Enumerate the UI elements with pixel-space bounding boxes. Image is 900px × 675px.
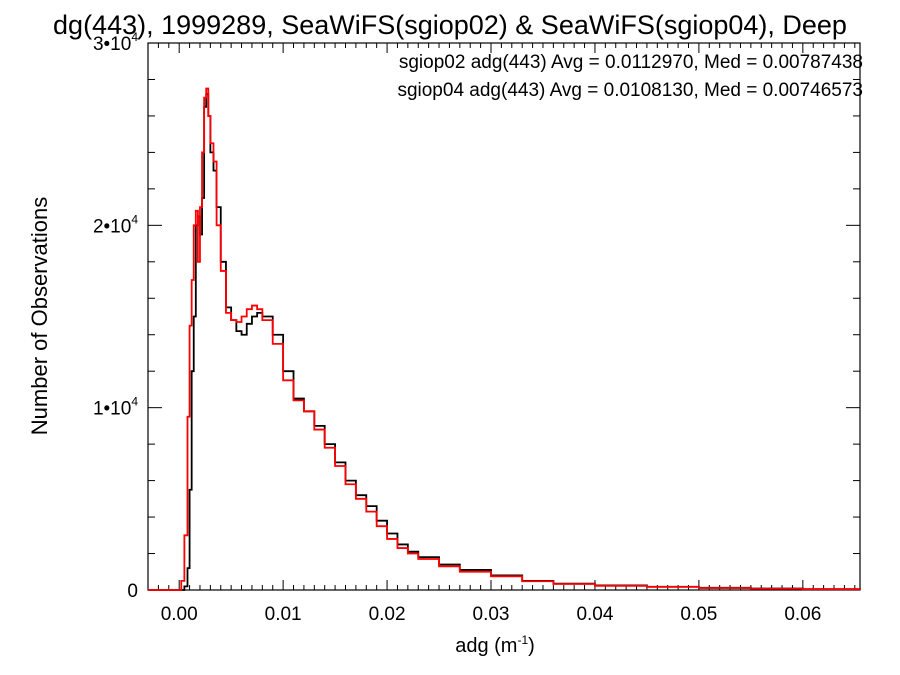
plot-frame [147,42,861,591]
chart-title: dg(443), 1999289, SeaWiFS(sgiop02) & Sea… [53,10,847,40]
x-axis-label: adg (m-1) [455,633,535,657]
x-axis-label-superscript: -1 [517,633,528,647]
x-tick-label: 0.01 [265,604,302,625]
y-tick-label: 0 [127,581,138,602]
legend-entry-sgiop04: sgiop04 adg(443) Avg = 0.0108130, Med = … [397,80,863,101]
x-tick-label: 0.04 [576,604,613,625]
series-line-sgiop04 [148,87,861,591]
x-tick-label: 0.02 [369,604,406,625]
x-axis-label-base: adg (m [455,635,517,657]
x-tick-label: 0.05 [680,604,717,625]
legend-entry-sgiop02: sgiop02 adg(443) Avg = 0.0112970, Med = … [399,52,863,73]
series-layer [148,87,861,591]
y-axis-label: Number of Observations [27,197,52,435]
y-tick-label: 3•104 [93,30,138,55]
y-tick-label: 2•104 [93,212,138,237]
x-tick-label: 0.06 [784,604,821,625]
series-line-sgiop02 [148,93,861,591]
x-tick-label: 0.03 [473,604,510,625]
x-axis-ticks: 0.00 0.01 0.02 0.03 0.04 0.05 0.06 [147,43,856,625]
y-tick-label: 1•104 [93,395,138,420]
x-axis-label-close: ) [528,635,535,657]
x-tick-label: 0.00 [161,604,198,625]
